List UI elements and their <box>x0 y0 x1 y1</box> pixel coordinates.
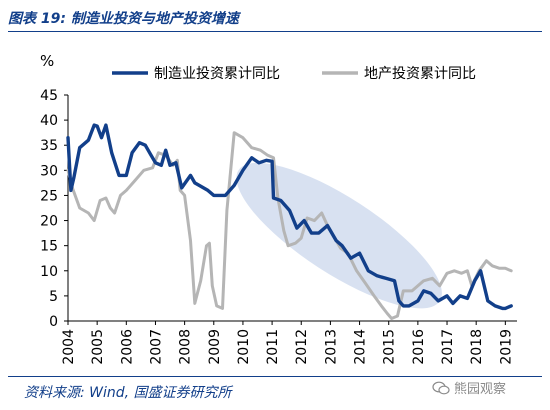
y-tick-label: 20 <box>40 214 58 230</box>
x-tick-label: 2017 <box>440 329 456 365</box>
x-tick-label: 2015 <box>382 329 398 365</box>
y-tick-label: 45 <box>40 88 58 104</box>
y-tick-label: 15 <box>40 239 58 255</box>
y-tick-label: 35 <box>40 138 58 154</box>
wechat-bubble-icon <box>432 381 450 394</box>
x-tick-label: 2008 <box>178 329 194 365</box>
x-tick-label: 2010 <box>236 329 252 365</box>
y-tick-label: 0 <box>49 314 58 330</box>
x-tick-label: 2016 <box>411 329 427 365</box>
y-tick-label: 25 <box>40 188 58 204</box>
legend-label-manufacturing: 制造业投资累计同比 <box>154 66 280 82</box>
y-tick-label: 10 <box>40 264 58 280</box>
footer-divider <box>8 376 542 377</box>
x-tick-label: 2007 <box>148 329 164 365</box>
highlight-layer <box>236 162 442 309</box>
x-tick-label: 2014 <box>353 329 369 365</box>
x-tick-label: 2006 <box>119 329 135 365</box>
x-tick-label: 2013 <box>323 329 339 365</box>
y-axis-unit: % <box>40 52 54 70</box>
y-tick-label: 40 <box>40 113 58 129</box>
highlight-ellipse <box>236 162 442 309</box>
title-divider <box>8 31 542 32</box>
watermark: 熊园观察 <box>432 378 506 397</box>
figure-title: 图表 19: 制造业投资与地产投资增速 <box>8 11 239 27</box>
x-tick-label: 2005 <box>90 329 106 365</box>
x-tick-label: 2012 <box>294 329 310 365</box>
x-tick-label: 2018 <box>469 329 485 365</box>
x-tick-label: 2019 <box>498 329 514 365</box>
x-tick-label: 2004 <box>61 329 77 365</box>
legend: 制造业投资累计同比 地产投资累计同比 <box>112 66 476 82</box>
y-tick-label: 5 <box>49 289 58 305</box>
x-tick-label: 2009 <box>207 329 223 365</box>
chart-area: 0 5 10 15 20 25 30 35 40 45% 2004 2005 2006 2007 2008 2… <box>40 52 517 365</box>
series-line-manufacturing <box>66 123 513 311</box>
x-tick-label: 2011 <box>265 329 281 365</box>
source-note: 资料来源: Wind, 国盛证券研究所 <box>24 385 232 401</box>
y-tick-label: 30 <box>40 163 58 179</box>
series-layer <box>66 123 513 320</box>
axes: 0 5 10 15 20 25 30 35 40 45% 2004 2005 2006 2007 2008 2… <box>40 52 517 365</box>
watermark-text: 熊园观察 <box>454 382 507 397</box>
legend-label-real-estate: 地产投资累计同比 <box>364 66 476 82</box>
